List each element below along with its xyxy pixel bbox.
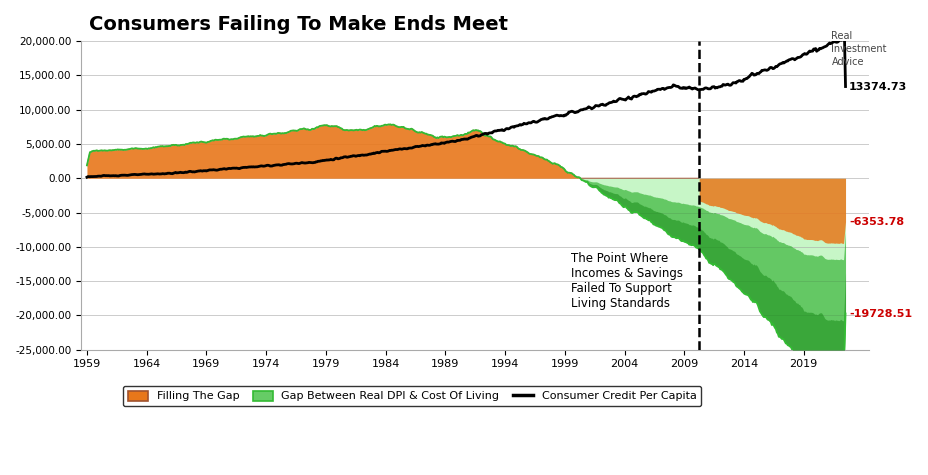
Text: Consumers Failing To Make Ends Meet: Consumers Failing To Make Ends Meet	[89, 15, 508, 34]
Text: The Point Where
Incomes & Savings
Failed To Support
Living Standards: The Point Where Incomes & Savings Failed…	[570, 252, 682, 310]
Text: Real
Investment
Advice: Real Investment Advice	[831, 31, 886, 67]
Text: -6353.78: -6353.78	[848, 217, 903, 227]
Legend: Filling The Gap, Gap Between Real DPI & Cost Of Living, Consumer Credit Per Capi: Filling The Gap, Gap Between Real DPI & …	[123, 386, 701, 406]
Text: -19728.51: -19728.51	[848, 308, 911, 319]
Text: 13374.73: 13374.73	[848, 82, 907, 92]
